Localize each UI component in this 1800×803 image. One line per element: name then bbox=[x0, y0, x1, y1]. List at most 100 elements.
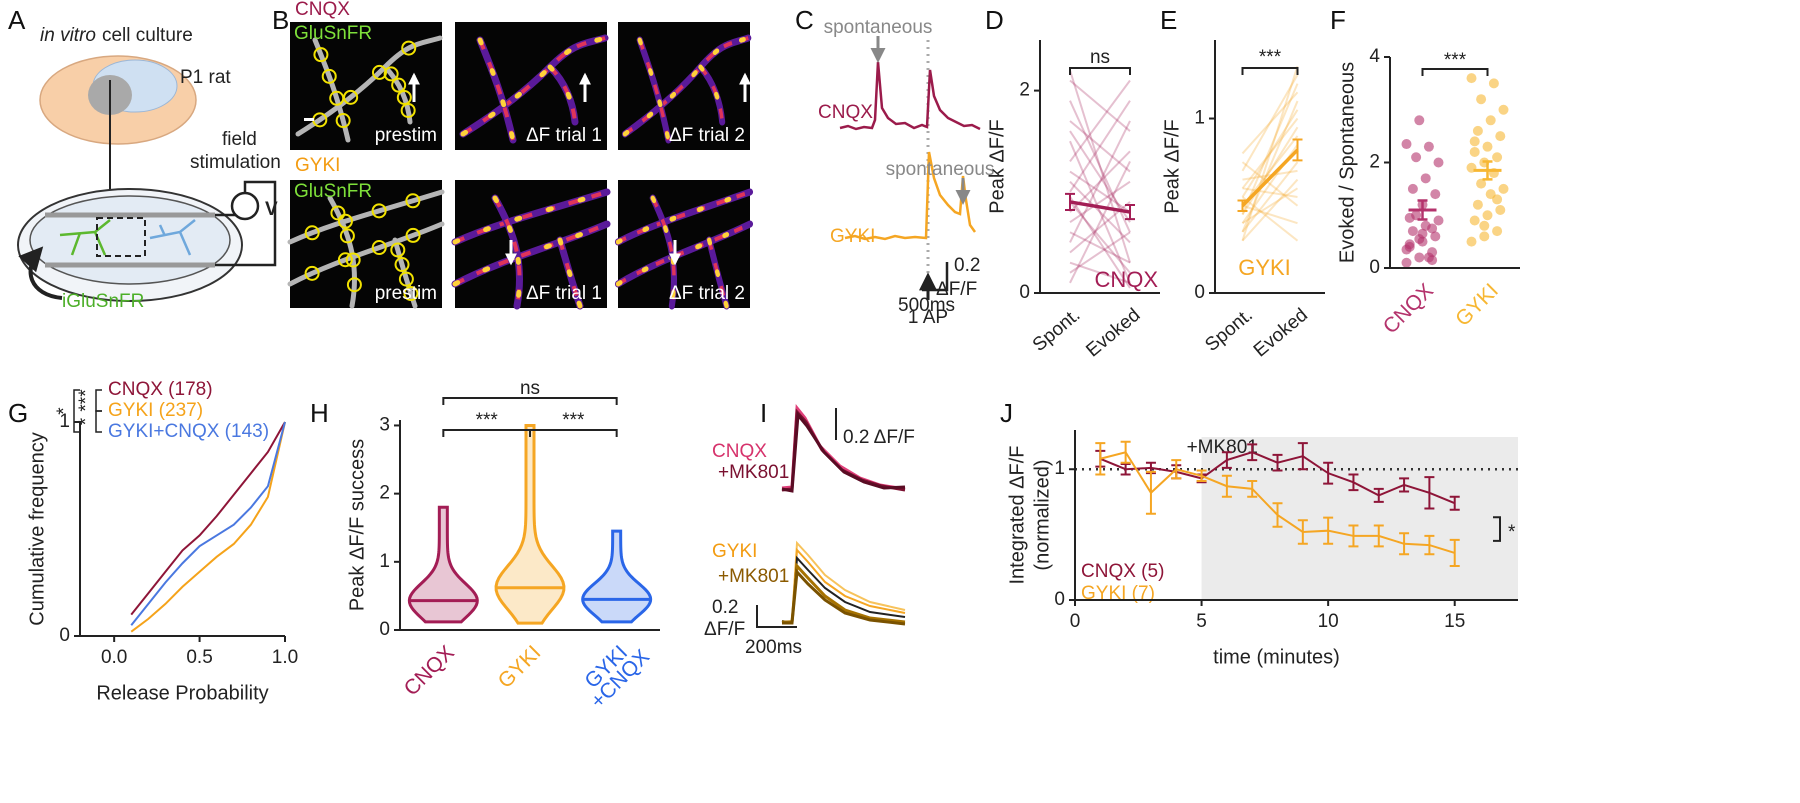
series-line bbox=[130, 421, 286, 626]
paired-line bbox=[1069, 231, 1131, 274]
roi bbox=[329, 90, 345, 106]
significance-label: *** bbox=[562, 410, 585, 431]
trace bbox=[782, 568, 906, 626]
neurite bbox=[287, 221, 445, 287]
data-point bbox=[1404, 239, 1415, 250]
roi bbox=[313, 47, 329, 63]
panel-i: CNQX +MK801 0.2 ΔF/F GYKI +MK801 0.2 ΔF/… bbox=[704, 404, 915, 658]
panel-label: E bbox=[1160, 5, 1177, 35]
x-tick-label: 15 bbox=[1444, 611, 1465, 632]
treatment-shade bbox=[1201, 437, 1518, 600]
neurite bbox=[327, 195, 357, 309]
voltage-source bbox=[230, 191, 260, 221]
annotation: spontaneous bbox=[824, 17, 933, 38]
y-tick-label: 2 bbox=[1019, 80, 1030, 101]
x-axis-label: time (minutes) bbox=[1213, 646, 1340, 668]
panel-label: C bbox=[795, 5, 814, 35]
legend-label: GYKI+CNQX (143) bbox=[108, 421, 269, 442]
sensor-label: iGluSnFR bbox=[62, 291, 144, 312]
x-tick-label: GYKI bbox=[494, 641, 546, 693]
neurite-hot bbox=[454, 222, 608, 286]
data-point bbox=[1466, 236, 1477, 247]
neurite-peak bbox=[492, 195, 522, 309]
data-point bbox=[1476, 94, 1487, 105]
scale-label: 200ms bbox=[745, 637, 802, 658]
roi bbox=[401, 40, 417, 56]
data-point bbox=[1427, 223, 1438, 234]
legend-label: CNQX bbox=[1094, 267, 1158, 292]
y-tick-label: 0 bbox=[1369, 257, 1380, 278]
paired-line bbox=[1241, 161, 1299, 233]
data-point bbox=[1427, 255, 1438, 266]
significance-label: *** bbox=[1444, 50, 1467, 71]
y-tick-label: 1 bbox=[379, 551, 390, 572]
y-tick-label: 2 bbox=[379, 483, 390, 504]
dish-inner bbox=[29, 195, 231, 285]
panel-label: I bbox=[760, 398, 767, 428]
roi bbox=[346, 277, 362, 293]
image-label: ΔF trial 1 bbox=[526, 125, 602, 146]
x-tick-label: CNQX bbox=[400, 641, 459, 700]
series-line bbox=[1100, 451, 1456, 554]
data-point bbox=[1482, 141, 1493, 152]
y-tick-label: 0 bbox=[1194, 282, 1205, 303]
y-axis-label: Evoked / Spontaneous bbox=[1336, 62, 1358, 263]
neurite-hot bbox=[624, 36, 749, 136]
data-point bbox=[1498, 104, 1509, 115]
legend-label: GYKI (237) bbox=[108, 400, 203, 421]
violin bbox=[581, 529, 653, 624]
paired-line bbox=[1241, 161, 1299, 207]
chart: CNQX Spont.Evoked ns 0 2 Peak ΔF/F bbox=[986, 40, 1160, 361]
sensor-label: GluSnFR bbox=[294, 181, 372, 202]
paired-line bbox=[1069, 160, 1131, 284]
y-tick-label: 1 bbox=[59, 411, 70, 432]
scale-label: 0.2 bbox=[954, 255, 980, 276]
roi bbox=[371, 240, 387, 256]
x-tick-label: CNQX bbox=[1379, 279, 1438, 338]
neuron-blue bbox=[149, 219, 196, 256]
error-bar bbox=[1292, 138, 1303, 162]
y-tick-label: 0 bbox=[1054, 589, 1065, 610]
significance-bracket bbox=[1421, 68, 1489, 76]
culture-title: in vitro cell culture bbox=[40, 25, 193, 46]
paired-line bbox=[1241, 196, 1299, 242]
chart: CNQX GYKI *** 0 2 4 Evoked / Spontaneous bbox=[1336, 46, 1520, 338]
image-label: ΔF trial 1 bbox=[526, 283, 602, 304]
scale-label: 500ms bbox=[898, 295, 955, 316]
neurite-peak bbox=[707, 237, 729, 309]
y-tick-label: 0 bbox=[379, 619, 390, 640]
data-point bbox=[1423, 141, 1434, 152]
data-point bbox=[1472, 125, 1483, 136]
paired-line bbox=[1069, 231, 1131, 264]
chart: CNQX (178)GYKI (237)GYKI+CNQX (143)*****… bbox=[26, 379, 298, 704]
significance-bracket bbox=[529, 429, 618, 437]
drug-label: GYKI bbox=[295, 155, 340, 176]
scale-label: 0.2 ΔF/F bbox=[843, 427, 915, 448]
violin bbox=[407, 505, 479, 624]
trace-cnqx bbox=[839, 61, 981, 131]
paired-line bbox=[1241, 117, 1299, 189]
error-bar bbox=[1095, 442, 1106, 476]
panel-b: CNQX GYKI GluSnFR prestim ΔF trial 1 ΔF tri… bbox=[287, 0, 754, 310]
neurite-peak bbox=[615, 189, 753, 245]
data-point bbox=[1420, 173, 1431, 184]
x-tick-label: Spont. bbox=[1201, 305, 1257, 356]
neurite-hot bbox=[478, 39, 515, 141]
data-point bbox=[1479, 231, 1490, 242]
trace bbox=[781, 408, 906, 492]
roi bbox=[330, 205, 346, 221]
roi bbox=[371, 64, 387, 80]
roi bbox=[335, 113, 351, 129]
roi bbox=[337, 252, 353, 268]
significance-label: *** bbox=[1259, 47, 1282, 68]
significance-bracket bbox=[1493, 516, 1501, 542]
x-tick-label: 10 bbox=[1318, 611, 1339, 632]
significance-label: ns bbox=[520, 378, 540, 399]
data-point bbox=[1401, 257, 1412, 268]
paired-line bbox=[1241, 178, 1299, 242]
paired-line bbox=[1069, 79, 1131, 132]
roi bbox=[339, 228, 355, 244]
group-label: +MK801 bbox=[718, 462, 789, 483]
